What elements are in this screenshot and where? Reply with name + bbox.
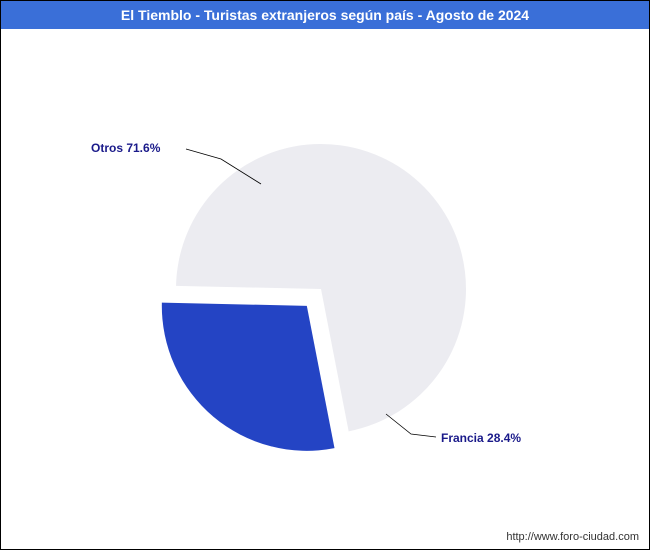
chart-title: El Tiemblo - Turistas extranjeros según … [1,1,649,29]
pie-slice-francia [162,303,335,451]
slice-label-francia: Francia 28.4% [441,431,521,445]
chart-area: http://www.foro-ciudad.com Otros 71.6% Fr… [1,29,649,549]
slice-label-otros: Otros 71.6% [91,141,160,155]
chart-container: El Tiemblo - Turistas extranjeros según … [0,0,650,550]
chart-title-text: El Tiemblo - Turistas extranjeros según … [121,7,529,23]
pie-chart [1,29,650,551]
leader-line-francia [386,414,436,437]
source-link: http://www.foro-ciudad.com [506,531,639,543]
